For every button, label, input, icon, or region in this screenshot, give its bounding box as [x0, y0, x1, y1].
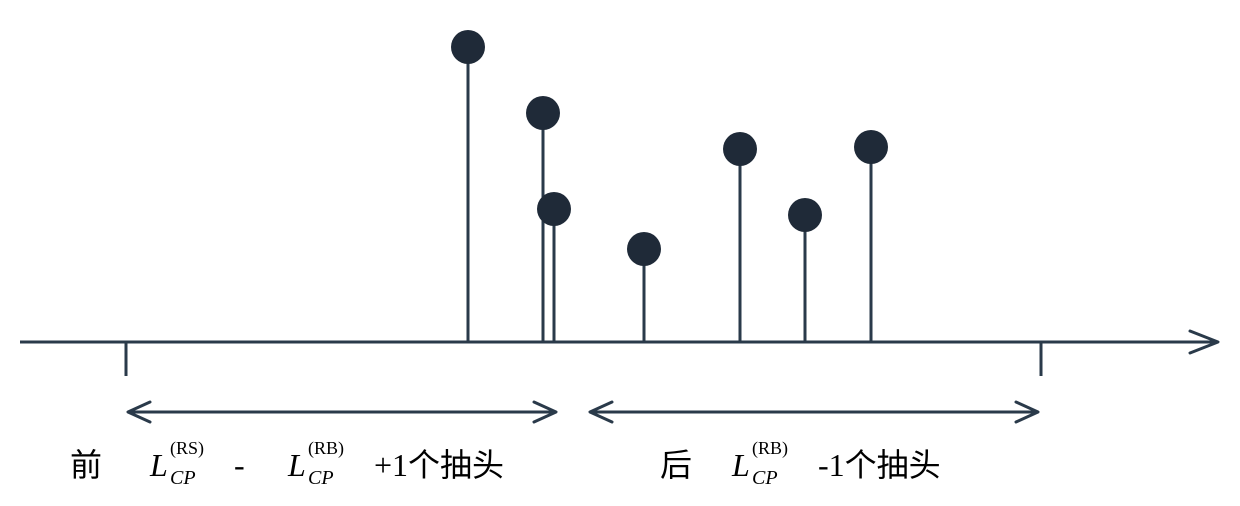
stem-dot-3 [627, 232, 661, 266]
label-right-text-0: 后 [660, 447, 692, 483]
label-left: 前 L(RS)CP - L(RB)CP +1个抽头 [70, 438, 504, 489]
label-right-text-2: -1个抽头 [818, 447, 941, 483]
label-left-L-1: L [149, 447, 168, 483]
label-right-L-1: L [731, 447, 750, 483]
stem-dot-6 [854, 130, 888, 164]
diagram-canvas: 前 L(RS)CP - L(RB)CP +1个抽头后 L(RB)CP -1个抽头 [0, 0, 1240, 506]
label-right-sub-1: CP [752, 467, 778, 489]
label-left-text-4: +1个抽头 [374, 447, 504, 483]
stem-dot-4 [723, 132, 757, 166]
label-left-sub-1: CP [170, 467, 196, 489]
label-left-sup-1: (RS) [170, 438, 204, 459]
label-left-text-0: 前 [70, 447, 102, 483]
label-left-sup-3: (RB) [308, 438, 344, 459]
stem-dot-1 [526, 96, 560, 130]
stem-plot [451, 30, 888, 342]
label-left-sub-3: CP [308, 467, 334, 489]
range-arrow-left [128, 402, 556, 422]
range-arrow-right [590, 402, 1038, 422]
stem-dot-5 [788, 198, 822, 232]
label-right-sup-1: (RB) [752, 438, 788, 459]
stem-dot-2 [537, 192, 571, 226]
label-left-text-2: - [234, 447, 245, 483]
label-right: 后 L(RB) CP -1个抽头 [660, 438, 941, 489]
label-left-L-3: L [287, 447, 306, 483]
stem-dot-0 [451, 30, 485, 64]
